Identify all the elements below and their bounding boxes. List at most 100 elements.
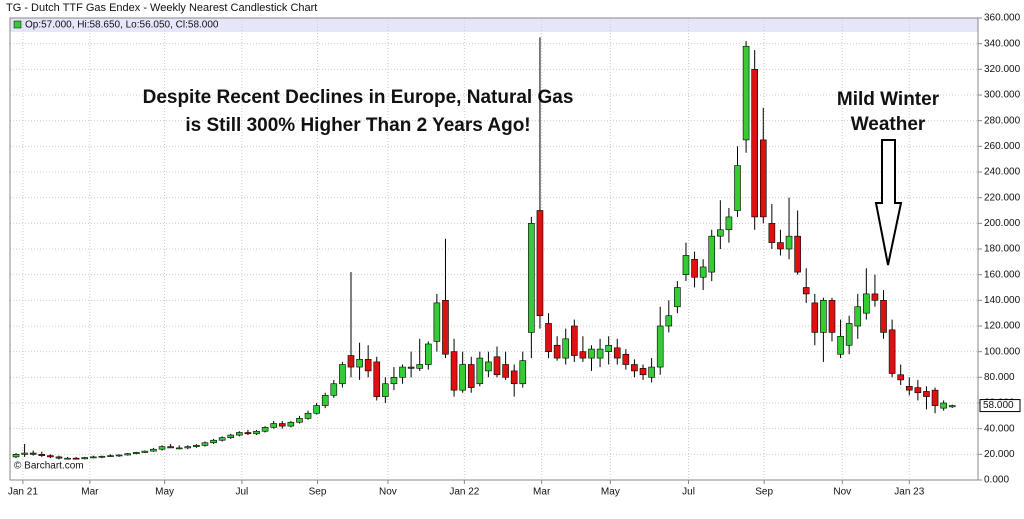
chart-title: TG - Dutch TTF Gas Endex - Weekly Neares… [6,2,317,14]
y-tick-label: 160.000 [984,269,1021,280]
candle-body [794,235,801,273]
candle-body [278,423,286,427]
candle-body [579,351,587,359]
candle-body [613,347,621,359]
last-price-label: 58.000 [983,400,1014,411]
candle-body [656,325,664,368]
candle-body [287,421,295,427]
candle-body [845,323,853,346]
candle-body [811,302,819,333]
x-tick-label: Jan 23 [894,487,924,498]
y-tick-label: 40.000 [984,423,1015,434]
candle-body [227,434,235,438]
candle-body [871,293,879,301]
candle-body [588,348,595,359]
annotation: Weather [851,114,926,135]
candle-body [399,366,406,378]
y-tick-label: 140.000 [984,295,1021,306]
legend-text: Op:57.000, Hi:58.650, Lo:56.050, Cl:58.0… [25,20,219,31]
candle-body [880,300,887,333]
x-tick-label: May [601,487,620,498]
y-tick-label: 180.000 [984,244,1021,255]
candle-body [605,344,612,352]
credit: © Barchart.com [14,461,84,472]
candle-body [450,351,458,391]
candle-body [854,306,862,327]
last-price-box [979,399,1021,413]
arrow [874,139,903,266]
candle-body [167,446,174,449]
candle-body [940,402,947,409]
x-tick-label: Jul [236,487,249,498]
candle-body [38,454,46,456]
y-tick-label: 0.000 [984,475,1009,486]
candle-body [596,348,604,359]
candle-body [459,364,466,391]
candle-body [571,325,578,356]
candle-body [863,293,870,314]
candle-body [261,427,269,432]
candle-body [321,394,329,406]
candle-body [81,457,89,460]
x-tick-label: Jul [682,487,695,498]
candle-body [201,442,209,446]
candle-body [407,366,415,369]
candle-body [356,359,363,368]
candle-body [115,454,123,457]
candle-body [725,216,733,231]
candle-body [72,457,80,460]
candle-body [175,447,183,450]
y-tick-label: 260.000 [984,141,1021,152]
candle-body [218,437,226,441]
candle-body [330,383,338,396]
candle-body [184,446,192,449]
candle-body [313,405,320,414]
candle-body [424,343,432,365]
candle-body [897,374,904,381]
candle-body [158,446,166,450]
candle-body [759,139,767,218]
candle-body [296,418,303,423]
candle-body [253,430,260,435]
candle-body [382,383,389,397]
candle-body [433,302,441,342]
x-tick-label: May [155,487,174,498]
candle-body [820,300,827,333]
legend-swatch [13,20,22,29]
candle-body [528,223,535,333]
x-tick-label: Mar [533,487,551,498]
candle-body [485,361,492,372]
y-tick-label: 280.000 [984,115,1021,126]
candle-body [132,452,140,454]
candle-body [476,357,484,385]
candle-body [339,364,346,385]
candle-body [150,448,157,452]
candle-body [347,355,355,368]
candle-body [648,366,655,378]
candle-body [691,258,698,278]
candle-body [107,455,114,457]
x-tick-label: Jan 22 [449,487,479,498]
candle-body [639,368,647,376]
x-tick-label: Mar [81,487,99,498]
candle-body [90,456,97,459]
y-tick-label: 100.000 [984,346,1021,357]
candle-body [124,453,131,456]
candle-body [751,69,758,218]
y-tick-label: 120.000 [984,321,1021,332]
candle-body [622,353,630,365]
candle-body [545,323,552,352]
candle-body [948,405,956,408]
candle-body [270,423,277,428]
y-tick-label: 20.000 [984,449,1015,460]
candle-body [304,412,312,419]
candle-body [536,210,544,317]
annotation: Mild Winter [837,89,940,110]
candle-body [699,266,707,278]
candle-body [510,370,518,385]
candle-body [888,329,896,374]
x-tick-label: Sep [309,487,327,498]
candle-body [708,235,716,273]
y-tick-label: 340.000 [984,38,1021,49]
